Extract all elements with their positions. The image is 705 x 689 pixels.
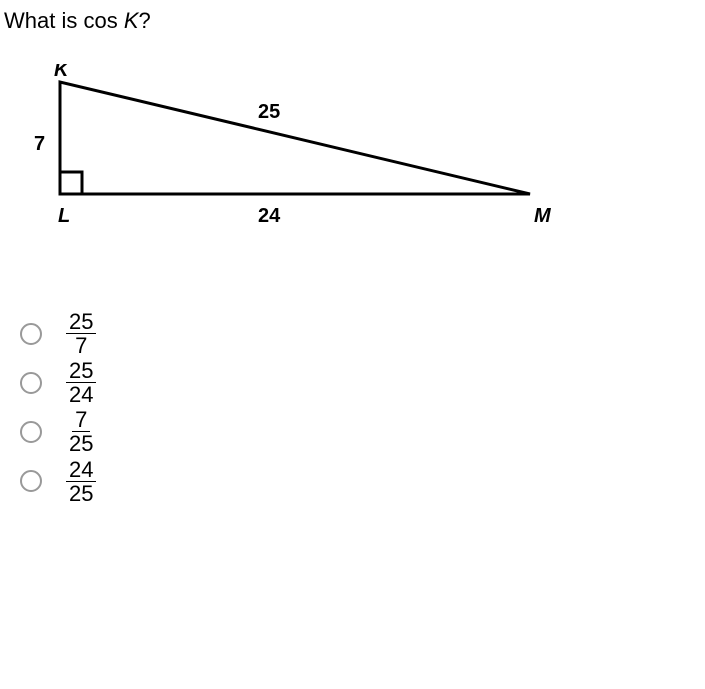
option-fraction: 25 24 [66,359,96,406]
option-fraction: 25 7 [66,310,96,357]
svg-text:K: K [54,64,70,81]
fraction-denominator: 7 [72,334,90,357]
fraction-numerator: 25 [66,359,96,383]
fraction-denominator: 25 [66,432,96,455]
fraction-denominator: 24 [66,383,96,406]
svg-text:7: 7 [34,133,45,155]
triangle-svg: K L M 7 25 24 [20,64,560,254]
fraction-numerator: 25 [66,310,96,334]
fraction-numerator: 7 [72,408,90,432]
radio-icon[interactable] [20,470,42,492]
fraction-numerator: 24 [66,458,96,482]
option-fraction: 24 25 [66,458,96,505]
answer-options: 25 7 25 24 7 25 24 25 [0,310,705,505]
option-2[interactable]: 25 24 [20,359,705,406]
radio-icon[interactable] [20,372,42,394]
question-suffix: ? [139,8,151,33]
question-text: What is cos K? [0,8,705,34]
svg-text:25: 25 [258,101,280,123]
option-3[interactable]: 7 25 [20,408,705,455]
svg-text:M: M [534,205,552,227]
radio-icon[interactable] [20,421,42,443]
option-4[interactable]: 24 25 [20,458,705,505]
option-fraction: 7 25 [66,408,96,455]
option-1[interactable]: 25 7 [20,310,705,357]
svg-text:L: L [58,205,70,227]
question-prefix: What is cos [4,8,124,33]
svg-text:24: 24 [258,205,281,227]
fraction-denominator: 25 [66,482,96,505]
triangle-diagram: K L M 7 25 24 [20,64,705,260]
question-variable: K [124,8,139,33]
radio-icon[interactable] [20,323,42,345]
